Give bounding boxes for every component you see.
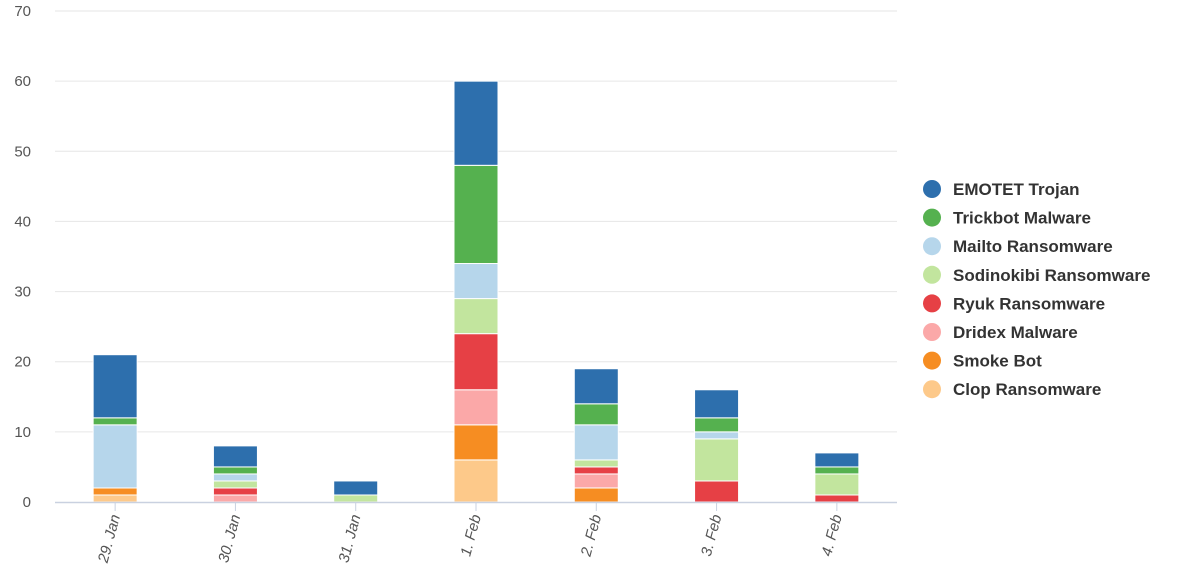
bar-segment-5-4[interactable] — [573, 466, 619, 475]
bar-segment-1-7[interactable] — [92, 417, 138, 426]
bar-segment-6-6[interactable] — [694, 431, 740, 440]
legend-item-3[interactable]: Mailto Ransomware — [923, 237, 1113, 256]
legend-label-1: EMOTET Trojan — [953, 180, 1080, 199]
bar-segment-4-2[interactable] — [453, 424, 499, 461]
bar-segment-3-5[interactable] — [333, 494, 379, 503]
legend-label-7: Smoke Bot — [953, 352, 1042, 371]
bar-segment-5-5[interactable] — [573, 459, 619, 468]
bar-segment-6-4[interactable] — [694, 480, 740, 503]
bar-segment-5-2[interactable] — [573, 487, 619, 503]
bar-segment-2-4[interactable] — [212, 487, 258, 496]
bars — [92, 80, 860, 503]
legend-marker-4 — [923, 265, 941, 284]
y-tick-label-30: 30 — [14, 284, 31, 301]
bar-segment-7-7[interactable] — [814, 466, 860, 475]
x-tick-label-6: 3. Feb — [698, 513, 725, 558]
legend-marker-8 — [923, 380, 941, 399]
legend-marker-6 — [923, 323, 941, 341]
y-tick-label-50: 50 — [14, 143, 31, 160]
bar-segment-5-6[interactable] — [573, 424, 619, 461]
bar-segment-1-6[interactable] — [92, 424, 138, 489]
bar-segment-4-8[interactable] — [453, 80, 499, 166]
bar-segment-4-4[interactable] — [453, 333, 499, 391]
bar-segment-5-7[interactable] — [573, 403, 619, 426]
bar-segment-2-3[interactable] — [212, 494, 258, 503]
bar-segment-2-5[interactable] — [212, 480, 258, 489]
legend-item-4[interactable]: Sodinokibi Ransomware — [923, 265, 1150, 285]
legend-label-5: Ryuk Ransomware — [953, 294, 1105, 313]
bar-segment-6-8[interactable] — [694, 389, 740, 419]
x-axis: 29. Jan 30. Jan 31. Jan 1. Feb 2. Feb 3. Feb 4… — [55, 501, 897, 566]
bar-segment-1-1[interactable] — [92, 494, 138, 503]
y-tick-label-10: 10 — [14, 424, 31, 441]
legend-marker-7 — [923, 351, 941, 370]
legend-marker-5 — [923, 294, 941, 313]
x-tick-label-7: 4. Feb — [818, 513, 845, 558]
legend-item-2[interactable]: Trickbot Malware — [923, 208, 1091, 228]
bar-segment-4-6[interactable] — [453, 263, 499, 300]
legend-item-1[interactable]: EMOTET Trojan — [923, 180, 1080, 199]
legend-item-6[interactable]: Dridex Malware — [923, 323, 1078, 342]
bar-segment-3-8[interactable] — [333, 480, 379, 496]
legend-label-2: Trickbot Malware — [953, 209, 1091, 228]
bar-segment-7-8[interactable] — [814, 452, 860, 468]
x-tick-label-4: 1. Feb — [457, 513, 484, 558]
bar-segment-4-5[interactable] — [453, 298, 499, 335]
legend-item-8[interactable]: Clop Ransomware — [923, 380, 1101, 399]
legend-label-3: Mailto Ransomware — [953, 237, 1113, 256]
y-tick-label-40: 40 — [14, 213, 31, 230]
legend-marker-1 — [923, 180, 941, 198]
x-tick-label-1: 29. Jan — [95, 513, 124, 566]
bar-segment-5-8[interactable] — [573, 368, 619, 405]
x-tick-label-2: 30. Jan — [215, 513, 244, 565]
legend-label-8: Clop Ransomware — [953, 380, 1101, 399]
legend-marker-2 — [923, 208, 941, 227]
bar-segment-7-4[interactable] — [814, 494, 860, 503]
y-axis: 0 10 20 30 40 50 60 70 — [14, 3, 31, 511]
bar-segment-4-7[interactable] — [453, 164, 499, 265]
bar-segment-1-2[interactable] — [92, 487, 138, 496]
bar-segment-2-6[interactable] — [212, 473, 258, 482]
legend-label-6: Dridex Malware — [953, 323, 1078, 342]
legend-item-7[interactable]: Smoke Bot — [923, 351, 1042, 371]
bar-segment-6-5[interactable] — [694, 438, 740, 482]
bar-segment-6-7[interactable] — [694, 417, 740, 433]
y-tick-label-60: 60 — [14, 73, 31, 90]
y-tick-label-20: 20 — [14, 354, 31, 371]
bar-segment-5-3[interactable] — [573, 473, 619, 489]
bar-segment-7-5[interactable] — [814, 473, 860, 496]
bar-segment-4-1[interactable] — [453, 459, 499, 503]
x-tick-label-3: 31. Jan — [335, 513, 364, 565]
bar-segment-2-8[interactable] — [212, 445, 258, 468]
legend-marker-3 — [923, 237, 941, 256]
legend-item-5[interactable]: Ryuk Ransomware — [923, 294, 1105, 313]
legend-label-4: Sodinokibi Ransomware — [953, 266, 1150, 285]
bar-segment-1-8[interactable] — [92, 354, 138, 419]
bar-segment-2-7[interactable] — [212, 466, 258, 475]
legend: EMOTET Trojan Trickbot Malware Mailto Rans… — [923, 180, 1150, 399]
x-tick-label-5: 2. Feb — [577, 513, 605, 559]
y-tick-label-0: 0 — [23, 494, 31, 511]
y-tick-label-70: 70 — [14, 3, 31, 20]
bar-segment-4-3[interactable] — [453, 389, 499, 426]
